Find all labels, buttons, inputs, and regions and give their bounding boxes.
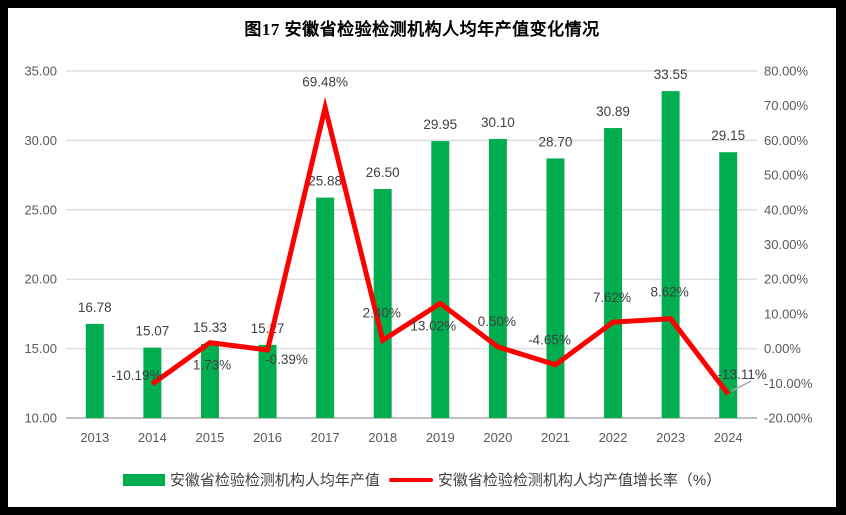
bar-2021 [546, 158, 565, 418]
bar-2023 [661, 91, 680, 418]
growth-value-label: 1.73% [193, 358, 231, 373]
right-axis-tick: 70.00% [764, 98, 809, 113]
bar-2019 [431, 141, 450, 418]
bar-2017 [316, 197, 335, 418]
x-axis-label: 2021 [541, 430, 570, 445]
bar-2020 [488, 139, 507, 418]
legend-label-line: 安徽省检验检测机构人均产值增长率（%） [437, 472, 722, 489]
right-axis-tick: -10.00% [764, 376, 813, 391]
right-axis-tick: 30.00% [764, 237, 809, 252]
x-axis-label: 2024 [714, 430, 743, 445]
left-axis-tick: 20.00 [24, 272, 57, 287]
right-axis-tick: 20.00% [764, 272, 809, 287]
left-axis-tick: 30.00 [24, 133, 57, 148]
bar-value-label: 33.55 [654, 67, 688, 82]
legend: 安徽省检验检测机构人均年产值 安徽省检验检测机构人均产值增长率（%） [8, 469, 836, 490]
bar-value-label: 26.50 [366, 165, 400, 180]
left-axis-tick: 35.00 [24, 64, 57, 79]
bar-2016 [258, 344, 277, 418]
legend-bar-swatch-icon [122, 473, 165, 486]
right-axis-tick: 60.00% [764, 133, 809, 148]
x-axis-label: 2014 [138, 430, 167, 445]
bar-value-label: 30.89 [596, 104, 630, 119]
bar-2018 [373, 188, 392, 418]
growth-value-label: -4.65% [528, 333, 571, 348]
right-axis-tick: 40.00% [764, 202, 809, 217]
x-axis-label: 2022 [599, 430, 628, 445]
x-axis-label: 2015 [195, 430, 224, 445]
bar-value-label: 15.33 [193, 320, 227, 335]
right-axis-tick: 10.00% [764, 306, 809, 321]
x-axis-label: 2016 [253, 430, 282, 445]
right-axis-tick: 0.00% [764, 341, 801, 356]
right-axis-tick: 50.00% [764, 168, 809, 183]
left-axis-tick: 15.00 [24, 341, 57, 356]
x-axis-label: 2023 [656, 430, 685, 445]
x-axis-label: 2013 [80, 430, 109, 445]
legend-label-bar: 安徽省检验检测机构人均年产值 [169, 472, 380, 489]
bar-value-label: 29.95 [423, 117, 457, 132]
growth-value-label: 69.48% [302, 75, 348, 90]
growth-value-label: 0.50% [478, 314, 516, 329]
right-axis-tick: 80.00% [764, 64, 809, 79]
bar-value-label: 30.10 [481, 115, 515, 130]
x-axis-label: 2020 [483, 430, 512, 445]
bar-value-label: 28.70 [539, 134, 573, 149]
legend-line-swatch-icon [388, 477, 433, 482]
bar-2013 [85, 323, 104, 418]
x-axis-label: 2017 [311, 430, 340, 445]
legend-item-bar: 安徽省检验检测机构人均年产值 [122, 469, 380, 490]
bar-2024 [719, 152, 738, 418]
right-axis-tick: -20.00% [764, 411, 813, 426]
x-axis-label: 2019 [426, 430, 455, 445]
label-leader-line [730, 380, 752, 392]
bar-value-label: 15.07 [135, 324, 169, 339]
x-axis-label: 2018 [368, 430, 397, 445]
growth-value-label: 8.62% [650, 285, 688, 300]
growth-value-label: -13.11% [718, 367, 767, 382]
bar-2022 [604, 128, 623, 418]
bar-value-label: 15.27 [251, 321, 285, 336]
combo-chart: 35.00 30.00 25.00 20.00 15.00 10.00 80.00% 70.0… [24, 64, 813, 446]
left-axis-tick: 10.00 [24, 411, 57, 426]
growth-value-label: 7.62% [593, 290, 631, 305]
legend-item-line: 安徽省检验检测机构人均产值增长率（%） [388, 469, 722, 490]
growth-value-label: 2.40% [363, 305, 401, 320]
growth-line [150, 96, 731, 396]
growth-value-label: 13.02% [410, 318, 456, 333]
chart-title: 图17 安徽省检验检测机构人均年产值变化情况 [244, 20, 600, 39]
bar-value-label: 29.15 [711, 128, 745, 143]
bar-value-label: 16.78 [78, 300, 112, 315]
bar-value-label: 25.88 [308, 174, 342, 189]
growth-value-label: -10.19% [111, 368, 161, 383]
left-axis-tick: 25.00 [24, 202, 57, 217]
bar-2015 [200, 344, 219, 418]
growth-value-label: -0.39% [265, 352, 308, 367]
